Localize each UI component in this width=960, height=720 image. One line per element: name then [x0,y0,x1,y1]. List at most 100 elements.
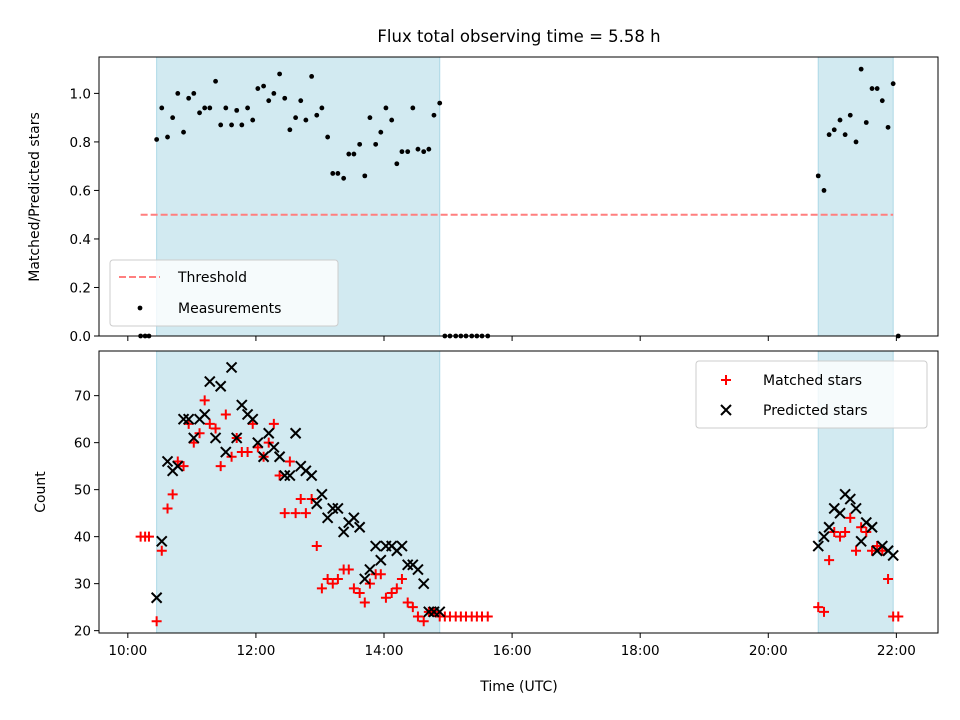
measurement-point [890,81,896,87]
measurement-point [815,173,821,179]
measurement-point [821,188,827,193]
predicted-star-point [823,521,835,533]
measurement-point [213,78,218,84]
matched-star-point [375,569,386,580]
measurement-point [351,151,357,157]
bottom-x-tick-label: 22:00 [877,643,916,659]
measurement-point [826,132,832,138]
matched-star-point [156,545,167,556]
bottom-y-tick-label: 20 [74,624,91,640]
predicted-star-point [220,446,232,458]
predicted-star-point [273,451,286,463]
predicted-star-point [198,408,211,421]
x-axis-label: Time (UTC) [479,679,557,695]
matched-star-point [210,423,221,434]
measurement-point [181,129,186,135]
predicted-star-point [850,502,862,515]
predicted-star-point [247,413,259,425]
predicted-star-point [188,432,200,444]
measurement-point [831,127,837,133]
matched-star-point [391,583,402,594]
measurement-point [837,117,843,123]
measurement-point [293,115,299,121]
predicted-star-point [204,375,216,388]
bottom-x-tick-label: 10:00 [108,643,147,659]
observing-window-shade [818,57,894,336]
predicted-star-point [214,380,227,392]
matched-star-point [167,489,178,500]
measurement-point [319,105,325,111]
measurement-point [266,98,272,104]
measurement-point [874,86,880,91]
matched-star-point [274,470,285,481]
measurement-point [421,149,427,155]
measurement-point [303,117,309,123]
bottom-x-tick-label: 16:00 [493,643,532,659]
matched-star-point [851,545,862,556]
predicted-star-point [396,540,408,552]
top-legend-box [109,259,339,327]
measurement-point [415,146,421,152]
top-axes-frame [98,56,939,337]
measurement-point [202,105,208,111]
matched-star-point [867,545,878,556]
matched-star-point [840,526,851,537]
bottom-x-tick-label: 18:00 [621,643,660,659]
measurement-point [245,105,250,111]
predicted-star-point [252,436,264,449]
predicted-star-point [284,469,296,482]
legend-matched-swatch [721,375,731,385]
measurement-point [170,115,176,121]
measurement-point [287,127,293,133]
measurement-point [853,139,859,145]
measurement-point [255,86,261,91]
legend-measurements-swatch [137,305,143,311]
top-panel: 0.0 0.2 0.4 0.6 0.8 1.0 Threshold Measurements [70,56,939,345]
measurement-point [207,105,213,111]
matched-star-point [215,461,226,472]
matched-star-point [204,418,215,429]
predicted-star-point [353,521,366,533]
measurement-point [223,105,229,111]
predicted-star-point [263,427,275,439]
matched-star-point [316,583,327,594]
matched-star-point [300,508,311,519]
predicted-star-point [327,502,339,515]
predicted-star-point [887,549,899,562]
predicted-star-point [364,563,376,576]
matched-star-point [226,451,237,462]
measurement-point [159,105,165,111]
predicted-star-point [418,577,430,590]
measurement-point [309,74,315,79]
matched-star-point [220,409,231,420]
measurement-point [389,117,395,123]
measurement-point [399,149,405,155]
predicted-star-point [866,521,878,533]
matched-star-point [893,611,904,622]
matched-star-point [322,573,333,584]
measurement-point [330,171,336,176]
measurement-point [367,115,373,121]
bottom-x-tick-label: 14:00 [365,643,404,659]
measurement-point [218,122,224,128]
measurement-point [410,105,416,111]
predicted-star-point [337,526,350,538]
top-y-axis-label: Matched/Predicted stars [27,112,43,282]
top-y-tick-label: 0.0 [70,329,91,345]
top-y-tick-label: 0.6 [70,183,91,199]
predicted-star-point [311,498,323,510]
measurement-point [298,98,304,104]
matched-star-point [332,573,343,584]
predicted-star-point [150,592,163,604]
bottom-y-tick-label: 60 [74,436,91,452]
measurement-point [234,107,240,113]
measurement-point [383,105,389,111]
measurement-point [394,161,400,167]
predicted-star-point [434,606,446,618]
matched-star-point [178,461,189,472]
top-y-tick-label: 1.0 [70,86,91,102]
top-y-tick-label: 0.4 [70,232,91,248]
top-y-tick-label: 0.8 [70,135,91,151]
predicted-star-point [359,573,371,585]
